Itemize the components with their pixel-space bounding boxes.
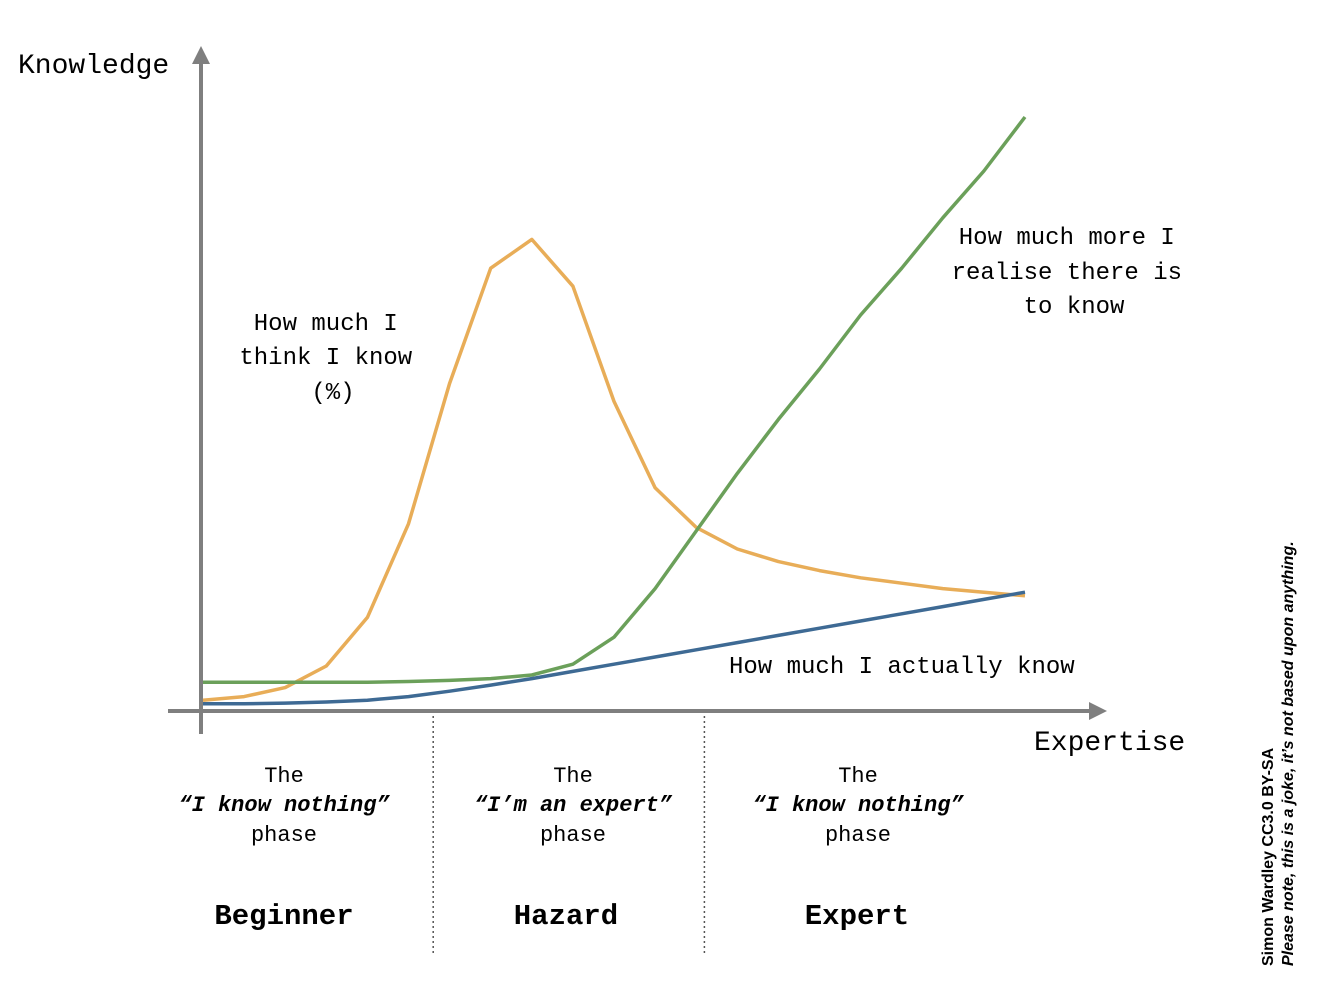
- phase-expert-phase: phase: [825, 823, 891, 848]
- x-axis-arrow: [1089, 702, 1107, 720]
- think-know-label-line-1: How much I: [254, 311, 398, 338]
- phase-beginner: The “I know nothing” phase Beginner: [178, 764, 390, 933]
- phase-hazard-quote: “I’m an expert”: [474, 793, 673, 818]
- actually-know-label: How much I actually know: [729, 654, 1075, 681]
- think-know-label: How much I think I know (%): [239, 311, 426, 407]
- y-axis-title: Knowledge: [18, 51, 169, 82]
- phase-hazard-the: The: [553, 764, 593, 789]
- phase-expert: The “I know nothing” phase Expert: [752, 764, 964, 933]
- phase-beginner-the: The: [264, 764, 304, 789]
- realise-label-line-3: to know: [1024, 294, 1125, 321]
- think-know-line: [202, 237, 1026, 702]
- think-know-label-line-3: (%): [311, 380, 354, 407]
- credit: Simon Wardley CC3.0 BY-SA Please note, t…: [1260, 541, 1297, 966]
- phase-beginner-quote: “I know nothing”: [178, 793, 390, 818]
- x-axis-title: Expertise: [1034, 728, 1185, 759]
- phase-hazard-phase: phase: [540, 823, 606, 848]
- realise-label-line-2: realise there is: [952, 260, 1182, 287]
- credit-author: Simon Wardley CC3.0 BY-SA: [1260, 747, 1277, 966]
- axes: [168, 46, 1107, 734]
- phase-beginner-name: Beginner: [214, 900, 353, 933]
- credit-note: Please note, this is a joke, it’s not ba…: [1280, 541, 1297, 966]
- y-axis-arrow: [192, 46, 210, 64]
- actually-know-line: [203, 590, 1026, 706]
- phase-expert-name: Expert: [805, 900, 909, 933]
- series-lines: [202, 115, 1027, 706]
- phase-expert-the: The: [838, 764, 878, 789]
- realise-label: How much more I realise there is to know: [952, 225, 1197, 321]
- phase-expert-quote: “I know nothing”: [752, 793, 964, 818]
- think-know-label-line-2: think I know: [239, 345, 412, 372]
- phase-dividers: [432, 711, 706, 955]
- realise-label-line-1: How much more I: [959, 225, 1175, 252]
- phase-hazard: The “I’m an expert” phase Hazard: [474, 764, 673, 933]
- realise-more-line: [203, 115, 1027, 684]
- phase-beginner-phase: phase: [251, 823, 317, 848]
- phase-hazard-name: Hazard: [514, 900, 618, 933]
